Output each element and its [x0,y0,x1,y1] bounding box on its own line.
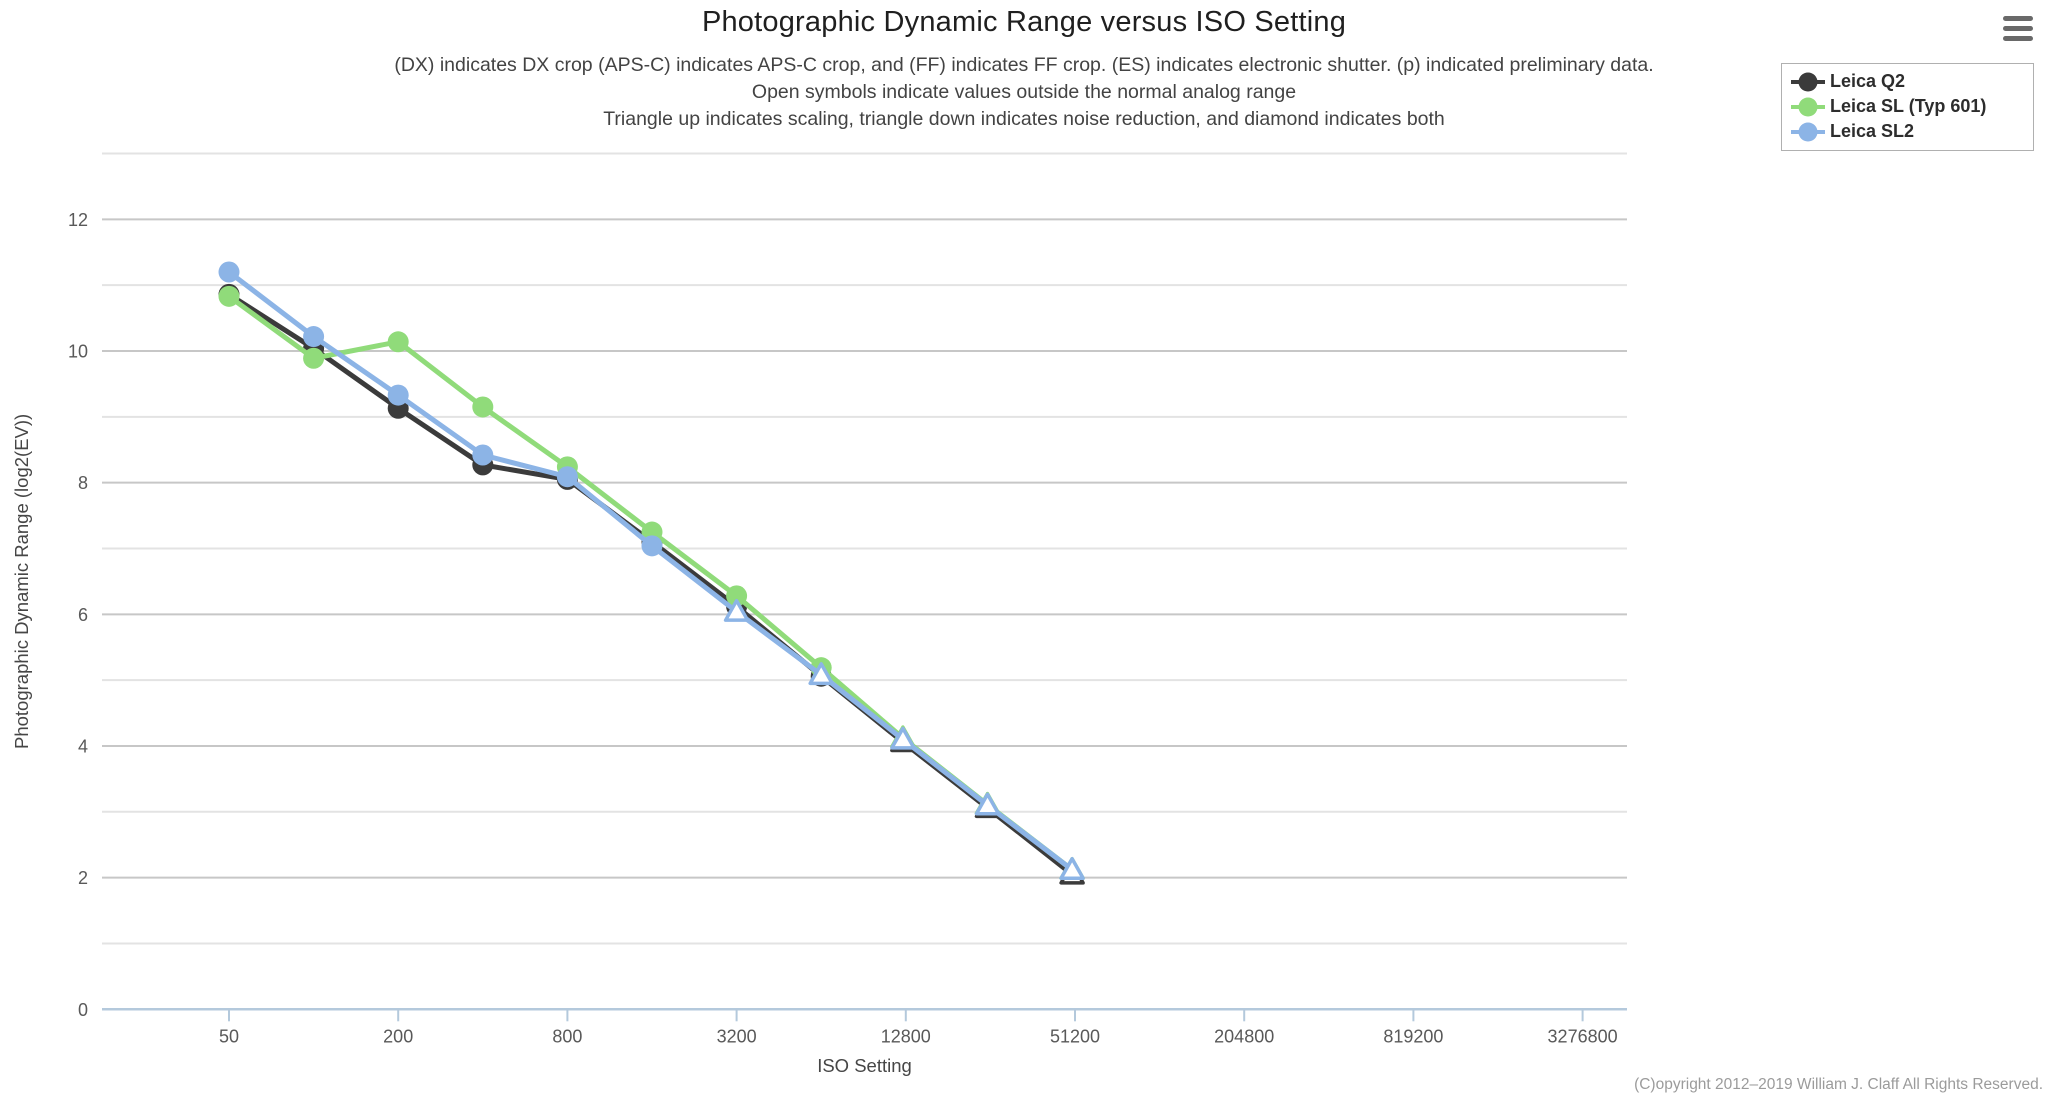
data-point-circle[interactable] [218,285,240,307]
hamburger-menu-button[interactable] [2003,16,2033,41]
legend-item-leica-sl-typ-601: Leica SL (Typ 601) [1791,94,2024,119]
hamburger-icon [2003,36,2033,41]
series-line-0 [226,291,1075,877]
data-point-circle[interactable] [726,585,748,607]
x-tick-label: 12800 [881,1026,931,1046]
data-point-open-triangle[interactable] [723,598,750,622]
data-point-circle[interactable] [303,326,325,348]
x-tick-label: 3276800 [1548,1026,1618,1046]
legend-marker-circle-icon [1791,122,1825,141]
data-point-circle[interactable] [303,347,325,369]
x-tick-label: 800 [552,1026,582,1046]
y-tick-label: 10 [68,342,88,362]
legend-label: Leica SL2 [1830,121,1915,141]
x-tick-label: 50 [219,1026,239,1046]
legend-item-leica-q2: Leica Q2 [1791,69,2024,94]
legend-marker-dot [1798,122,1818,141]
y-tick-label: 2 [78,868,88,888]
data-point-circle[interactable] [218,261,240,283]
y-tick-label: 8 [78,473,88,493]
series-line-2 [226,269,1075,873]
data-point-circle[interactable] [641,535,663,557]
x-tick-label: 3200 [717,1026,757,1046]
subtitle-line-3: Triangle up indicates scaling, triangle … [603,108,1445,130]
subtitle-line-1: (DX) indicates DX crop (APS-C) indicates… [394,54,1654,76]
legend: Leica Q2 Leica SL (Typ 601) Leica SL2 [1781,63,2034,151]
x-tick-label: 51200 [1050,1026,1100,1046]
legend-marker-dot [1798,72,1818,91]
data-point-open-triangle[interactable] [1059,856,1085,880]
legend-marker-circle-icon [1791,72,1825,91]
y-tick-label: 12 [68,210,88,230]
data-point-circle[interactable] [472,396,494,418]
x-tick-label: 204800 [1214,1026,1274,1046]
copyright-notice: (C)opyright 2012–2019 William J. Claff A… [1634,1076,2043,1093]
data-point-open-triangle[interactable] [974,792,1001,816]
x-axis-title: ISO Setting [817,1055,912,1076]
chart-title: Photographic Dynamic Range versus ISO Se… [701,6,1347,38]
legend-label: Leica SL (Typ 601) [1830,96,1987,116]
y-axis-title: Photographic Dynamic Range (log2(EV)) [11,414,32,749]
subtitle-line-2: Open symbols indicate values outside the… [751,81,1297,103]
legend-marker-dot [1798,97,1818,116]
y-tick-label: 4 [78,736,88,756]
y-tick-label: 0 [78,1000,88,1020]
data-point-circle[interactable] [472,444,494,466]
legend-item-leica-sl2: Leica SL2 [1791,119,2024,144]
data-point-open-triangle[interactable] [890,726,916,750]
data-point-open-triangle[interactable] [808,662,834,686]
hamburger-icon [2003,26,2033,31]
y-tick-label: 6 [78,605,88,625]
x-tick-label: 200 [383,1026,413,1046]
series-line-1 [226,293,1075,873]
legend-marker-circle-icon [1791,97,1825,116]
legend-label: Leica Q2 [1830,71,1906,91]
x-tick-label: 819200 [1383,1026,1443,1046]
hamburger-icon [2003,16,2033,21]
data-point-circle[interactable] [387,331,409,353]
data-point-circle[interactable] [556,466,578,488]
chart-subtitle: (DX) indicates DX crop (APS-C) indicates… [0,52,2048,133]
data-point-circle[interactable] [387,384,409,406]
